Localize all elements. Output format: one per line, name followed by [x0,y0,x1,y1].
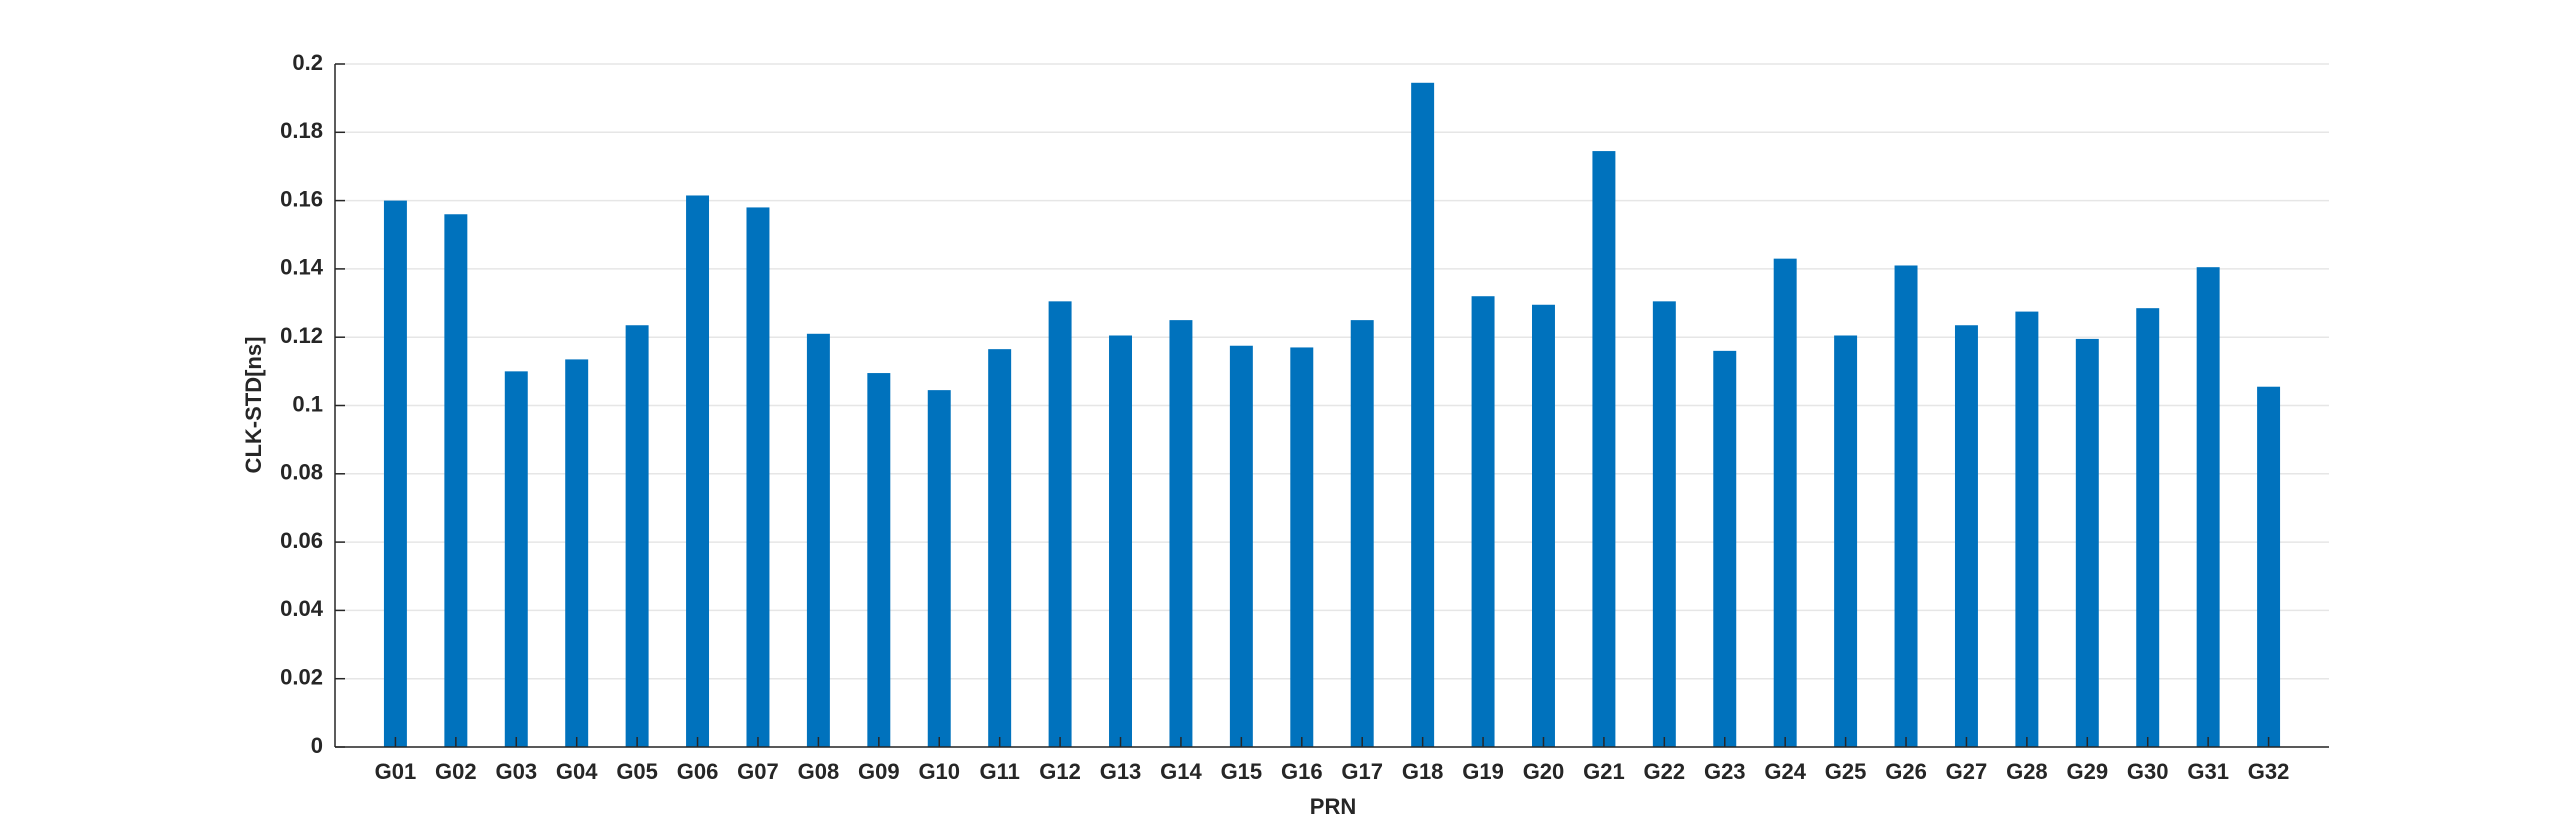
x-tick-label: G23 [1704,759,1746,784]
bar [1773,258,1797,747]
x-tick-label: G13 [1100,759,1142,784]
x-tick-label: G15 [1221,759,1263,784]
bar [686,195,710,748]
bar [1411,82,1435,748]
bar [1532,304,1555,747]
y-tick-label: 0.04 [280,596,324,621]
y-tick-label: 0.18 [280,118,323,143]
y-tick-label: 0.02 [280,665,323,690]
bar [1652,301,1676,747]
bar [1954,325,1978,747]
x-tick-label: G04 [556,759,598,784]
bar [1713,350,1737,747]
bar [625,325,649,747]
x-tick-label: G29 [2067,759,2109,784]
bar [867,373,891,747]
bar [2015,311,2039,747]
bar [1834,335,1858,747]
bar [806,333,830,747]
x-tick-label: G07 [737,759,779,784]
x-tick-label: G05 [616,759,658,784]
y-tick-label: 0.16 [280,186,323,211]
bar [1350,320,1374,747]
bar [2257,386,2281,747]
y-tick-label: 0.08 [280,460,323,485]
x-tick-label: G14 [1160,759,1202,784]
bar [2075,338,2099,747]
x-tick-label: G30 [2127,759,2169,784]
x-tick-label: G21 [1583,759,1625,784]
x-tick-label: G11 [979,759,1019,784]
bar [927,390,951,747]
y-tick-label: 0 [311,733,323,758]
bar [383,200,407,748]
bar [1229,345,1253,747]
y-tick-label: 0.2 [292,50,323,75]
x-tick-label: G03 [495,759,537,784]
x-tick-label: G24 [1764,759,1806,784]
bar [1894,265,1918,747]
bar [1109,335,1132,747]
bar [1290,347,1314,747]
x-tick-label: G02 [435,759,477,784]
y-tick-label: 0.14 [280,255,324,280]
x-tick-label: G16 [1281,759,1323,784]
x-tick-label: G25 [1825,759,1867,784]
x-tick-label: G31 [2187,759,2229,784]
bar [444,214,468,747]
x-tick-label: G32 [2248,759,2290,784]
bar [2196,267,2220,747]
x-tick-label: G17 [1341,759,1383,784]
x-tick-label: G12 [1039,759,1081,784]
bar [1169,320,1193,747]
x-tick-label: G06 [677,759,719,784]
bar [1048,301,1072,747]
x-tick-label: G19 [1462,759,1504,784]
y-axis-label: CLK-STD[ns] [241,337,266,474]
bar [1471,296,1495,747]
x-tick-label: G26 [1885,759,1927,784]
bar [504,371,528,747]
x-tick-label: G28 [2006,759,2048,784]
x-tick-label: G08 [798,759,840,784]
y-tick-label: 0.1 [292,391,323,416]
x-tick-label: G01 [375,759,417,784]
bar [565,359,589,747]
x-tick-label: G18 [1402,759,1444,784]
y-tick-label: 0.06 [280,528,323,553]
bar [2136,308,2160,747]
bar [746,207,770,747]
bar [1592,151,1616,747]
x-tick-label: G22 [1644,759,1686,784]
x-tick-label: G27 [1946,759,1988,784]
x-tick-label: G10 [918,759,960,784]
x-axis-label: PRN [1310,794,1356,819]
x-tick-label: G09 [858,759,900,784]
bar [988,349,1012,747]
x-tick-label: G20 [1523,759,1565,784]
y-tick-label: 0.12 [280,323,323,348]
